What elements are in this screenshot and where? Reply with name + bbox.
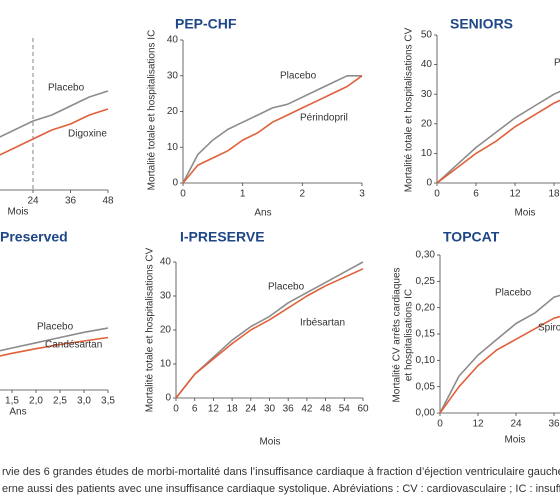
series-label: Candésartan: [45, 340, 102, 351]
y-axis-label: Mortalité totale et hospitalisations CV: [404, 27, 415, 192]
x-tick-label: 0: [437, 419, 443, 430]
y-tick-label: 50: [421, 30, 433, 41]
series-label: Placebo: [268, 282, 305, 293]
x-axis-label: Mois: [259, 437, 280, 448]
x-tick-label: 6: [192, 404, 198, 415]
y-tick-label: 30: [167, 70, 179, 81]
y-tick-label: 0,20: [416, 302, 436, 313]
series-line: [0, 108, 109, 156]
caption-line: erne aussi des patients avec une insuffi…: [2, 483, 560, 495]
x-tick-label: 3,0: [77, 396, 91, 407]
x-tick-label: 36: [283, 404, 295, 415]
panel-title: TOPCAT: [443, 229, 500, 245]
x-tick-label: 48: [320, 404, 332, 415]
series-line: [0, 327, 109, 352]
panel-title: Preserved: [0, 229, 68, 245]
x-tick-label: 12: [208, 404, 220, 415]
series-line: [436, 99, 560, 184]
panel-title: PEP-CHF: [175, 16, 237, 32]
y-tick-label: 0,10: [416, 355, 436, 366]
x-tick-label: 2,0: [29, 396, 43, 407]
series-line: [175, 268, 364, 399]
x-tick-label: 1,5: [5, 396, 19, 407]
y-axis-label: et hospitalisations IC: [404, 289, 415, 381]
x-tick-label: 6: [473, 189, 479, 200]
x-tick-label: 54: [339, 404, 351, 415]
series-label: Irbésartan: [300, 318, 345, 329]
x-tick-label: 24: [27, 196, 39, 207]
x-tick-label: 42: [301, 404, 313, 415]
y-tick-label: 40: [160, 257, 172, 268]
x-tick-label: 0: [173, 404, 179, 415]
series-line: [0, 90, 109, 138]
x-tick-label: 60: [357, 404, 369, 415]
panel-title: I-PRESERVE: [180, 229, 265, 245]
series-line: [439, 294, 560, 414]
x-tick-label: 0: [180, 189, 186, 200]
y-tick-label: 20: [167, 106, 179, 117]
series-label: Périndopril: [300, 113, 348, 124]
series-line: [182, 75, 362, 184]
x-tick-label: 3: [359, 189, 365, 200]
series-label: P: [554, 58, 560, 69]
x-tick-label: 48: [102, 196, 114, 207]
x-tick-label: 18: [227, 404, 239, 415]
x-tick-label: 36: [65, 196, 77, 207]
series-line: [175, 261, 364, 399]
y-axis-label: Mortalité totale et hospitalisations CV: [145, 247, 156, 412]
y-tick-label: 30: [421, 89, 433, 100]
x-tick-label: 36: [548, 419, 560, 430]
x-tick-label: 24: [245, 404, 257, 415]
series-label: Placebo: [37, 322, 74, 333]
y-tick-label: 10: [421, 148, 433, 159]
y-tick-label: 0,30: [416, 250, 436, 261]
y-tick-label: 0: [165, 393, 171, 404]
x-tick-label: 0: [434, 189, 440, 200]
series-label: Spiro: [538, 323, 560, 334]
x-tick-label: 3,5: [101, 396, 115, 407]
x-tick-label: 18: [548, 189, 560, 200]
x-axis-label: Ans: [254, 208, 271, 219]
y-tick-label: 0: [172, 178, 178, 189]
y-tick-label: 40: [167, 35, 179, 46]
y-tick-label: 0,25: [416, 276, 436, 287]
x-tick-label: 2: [300, 189, 306, 200]
y-tick-label: 40: [421, 59, 433, 70]
x-tick-label: 24: [510, 419, 522, 430]
series-label: Placebo: [280, 71, 317, 82]
y-axis-label: Mortalité totale et hospitalisations IC: [147, 30, 158, 191]
series-line: [439, 315, 560, 414]
series-line: [182, 75, 363, 184]
y-tick-label: 10: [167, 142, 179, 153]
y-tick-label: 20: [160, 325, 172, 336]
y-tick-label: 0,05: [416, 381, 436, 392]
x-tick-label: 2,5: [53, 396, 67, 407]
x-axis-label: Mois: [504, 435, 525, 446]
y-tick-label: 10: [160, 359, 172, 370]
x-axis-label: Mois: [7, 207, 28, 218]
x-tick-label: 1: [240, 189, 246, 200]
x-axis-label: Ans: [9, 407, 26, 418]
panel-title: SENIORS: [450, 16, 513, 32]
x-tick-label: 12: [472, 419, 484, 430]
y-tick-label: 0,00: [416, 408, 436, 419]
y-tick-label: 0,15: [416, 329, 436, 340]
x-axis-label: Mois: [514, 208, 535, 219]
y-tick-label: 0: [426, 178, 432, 189]
series-label: Digoxine: [68, 129, 107, 140]
caption-line: rvie des 6 grandes études de morbi-morta…: [2, 466, 560, 478]
x-tick-label: 12: [509, 189, 521, 200]
y-tick-label: 20: [421, 118, 433, 129]
series-line: [0, 336, 109, 357]
series-label: Placebo: [48, 83, 85, 94]
y-axis-label: Mortalité CV arrêts cardiaques: [392, 267, 403, 402]
series-line: [436, 90, 560, 184]
series-label: Placebo: [495, 288, 532, 299]
y-tick-label: 30: [160, 291, 172, 302]
x-tick-label: 30: [264, 404, 276, 415]
